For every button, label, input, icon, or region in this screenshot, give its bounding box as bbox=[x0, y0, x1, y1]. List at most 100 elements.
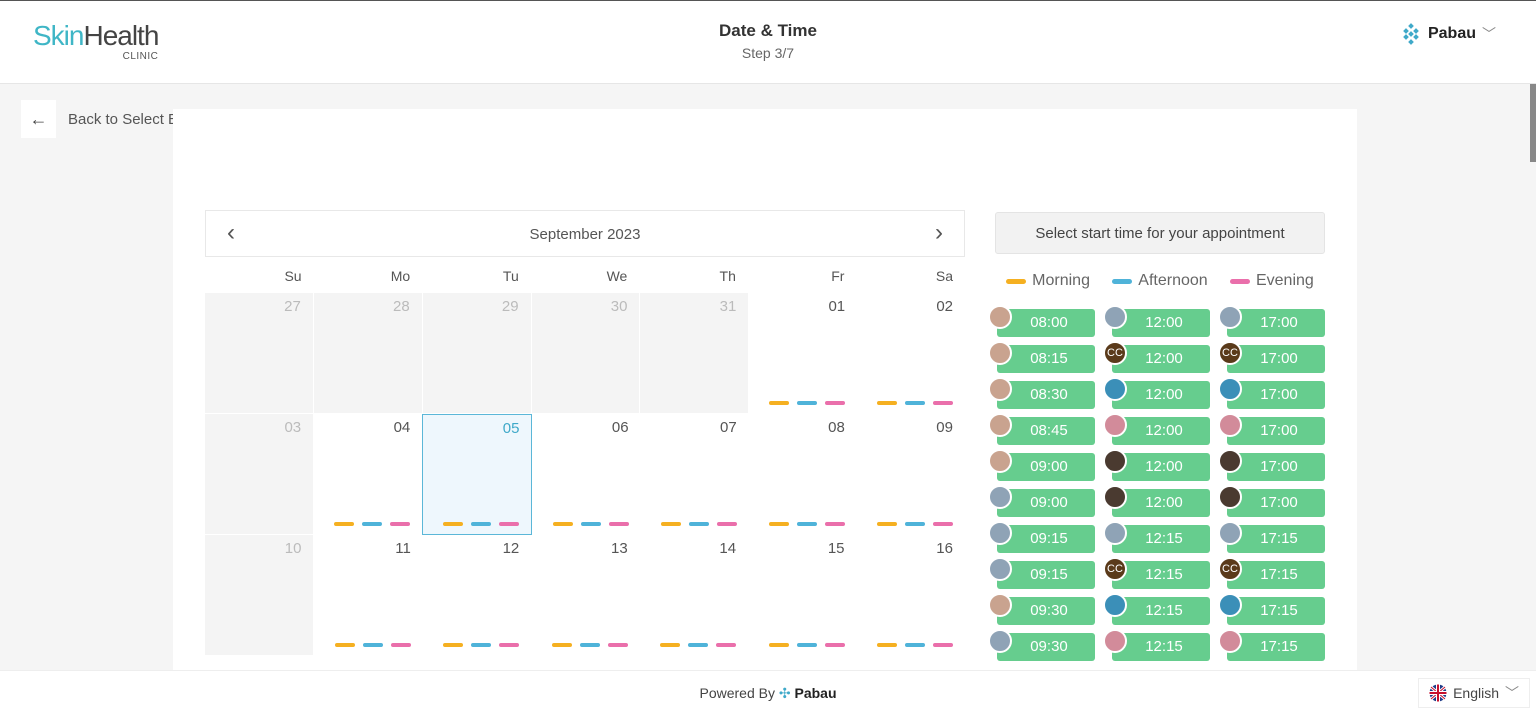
time-slot[interactable]: 17:15 bbox=[1218, 593, 1325, 629]
time-slot[interactable]: 12:00 bbox=[1103, 485, 1210, 521]
time-slot-button[interactable]: 09:30 bbox=[997, 633, 1095, 661]
time-slot-button[interactable]: 09:15 bbox=[997, 525, 1095, 553]
day-number: 05 bbox=[502, 420, 520, 437]
time-slot-button[interactable]: 12:00 bbox=[1112, 381, 1210, 409]
time-slot-button[interactable]: 17:15 bbox=[1227, 525, 1325, 553]
evening-bar bbox=[932, 643, 953, 647]
page-title: Date & Time bbox=[719, 21, 817, 40]
calendar-day[interactable]: 16 bbox=[856, 535, 965, 656]
time-slot[interactable]: 09:00 bbox=[988, 449, 1095, 485]
back-button[interactable]: ← bbox=[21, 100, 56, 138]
time-slot[interactable]: 08:45 bbox=[988, 413, 1095, 449]
time-slot-button[interactable]: 12:00 bbox=[1112, 489, 1210, 517]
time-slot-button[interactable]: 08:30 bbox=[997, 381, 1095, 409]
time-slot[interactable]: 17:00 bbox=[1218, 485, 1325, 521]
time-slot[interactable]: 12:15 bbox=[1103, 593, 1210, 629]
time-slot[interactable]: 17:15 bbox=[1218, 629, 1325, 665]
calendar-day[interactable]: 07 bbox=[640, 414, 749, 535]
pabau-logo-icon: ✣ bbox=[778, 685, 791, 701]
availability-indicator bbox=[769, 401, 846, 405]
time-slot[interactable]: 12:00 bbox=[1103, 449, 1210, 485]
time-slot[interactable]: 12:00 bbox=[1103, 305, 1210, 341]
calendar-day[interactable]: 15 bbox=[748, 535, 857, 656]
time-slot-button[interactable]: 17:00 bbox=[1227, 489, 1325, 517]
morning-bar bbox=[660, 522, 681, 526]
time-slot-button[interactable]: 17:00 bbox=[1227, 345, 1325, 373]
time-slot[interactable]: 17:00 CC bbox=[1218, 341, 1325, 377]
time-slot-button[interactable]: 12:15 bbox=[1112, 561, 1210, 589]
time-slot-button[interactable]: 17:00 bbox=[1227, 309, 1325, 337]
calendar-day[interactable]: 06 bbox=[532, 414, 641, 535]
time-slot-button[interactable]: 17:15 bbox=[1227, 633, 1325, 661]
scrollbar[interactable] bbox=[1530, 84, 1536, 162]
calendar-day[interactable]: 13 bbox=[531, 535, 640, 656]
morning-bar bbox=[334, 643, 355, 647]
time-slot-button[interactable]: 12:00 bbox=[1112, 453, 1210, 481]
time-slot[interactable]: 09:15 bbox=[988, 557, 1095, 593]
time-slot-button[interactable]: 12:15 bbox=[1112, 633, 1210, 661]
time-slot[interactable]: 09:30 bbox=[988, 629, 1095, 665]
language-selector[interactable]: English ﹀ bbox=[1418, 678, 1530, 708]
chevron-left-icon[interactable]: ‹ bbox=[227, 219, 235, 246]
time-slot[interactable]: 12:00 bbox=[1103, 377, 1210, 413]
morning-bar bbox=[443, 522, 464, 526]
avatar bbox=[1103, 449, 1127, 473]
time-slot[interactable]: 09:00 bbox=[988, 485, 1095, 521]
calendar-day[interactable]: 11 bbox=[314, 535, 423, 656]
time-slot[interactable]: 17:15 CC bbox=[1218, 557, 1325, 593]
time-slot-button[interactable]: 17:15 bbox=[1227, 597, 1325, 625]
calendar-day[interactable]: 01 bbox=[749, 293, 858, 414]
weekday-label: We bbox=[606, 268, 628, 284]
time-slot-button[interactable]: 12:00 bbox=[1112, 417, 1210, 445]
calendar-day[interactable]: 02 bbox=[857, 293, 966, 414]
calendar-day[interactable]: 05 bbox=[422, 414, 533, 535]
chevron-right-icon[interactable]: › bbox=[935, 219, 943, 246]
calendar-day[interactable]: 12 bbox=[422, 535, 532, 656]
availability-indicator bbox=[443, 643, 520, 647]
time-slot-button[interactable]: 17:00 bbox=[1227, 453, 1325, 481]
availability-indicator bbox=[660, 643, 737, 647]
time-slot-button[interactable]: 08:45 bbox=[997, 417, 1095, 445]
time-slot[interactable]: 12:15 CC bbox=[1103, 557, 1210, 593]
time-slot-button[interactable]: 17:00 bbox=[1227, 381, 1325, 409]
time-slot-button[interactable]: 09:00 bbox=[997, 453, 1095, 481]
time-slot[interactable]: 17:00 bbox=[1218, 413, 1325, 449]
time-slot[interactable]: 12:00 bbox=[1103, 413, 1210, 449]
time-slot[interactable]: 08:30 bbox=[988, 377, 1095, 413]
time-slot-button[interactable]: 17:00 bbox=[1227, 417, 1325, 445]
clinic-logo[interactable]: SkinHealth CLINIC bbox=[33, 20, 159, 63]
time-slot[interactable]: 09:15 bbox=[988, 521, 1095, 557]
afternoon-bar bbox=[904, 643, 925, 647]
time-slot-button[interactable]: 08:00 bbox=[997, 309, 1095, 337]
time-slot-button[interactable]: 09:15 bbox=[997, 561, 1095, 589]
time-slot-button[interactable]: 12:15 bbox=[1112, 525, 1210, 553]
avatar: CC bbox=[1218, 341, 1242, 365]
morning-bar bbox=[768, 522, 789, 526]
evening-bar bbox=[932, 522, 953, 526]
time-slot-button[interactable]: 09:00 bbox=[997, 489, 1095, 517]
calendar-day[interactable]: 04 bbox=[314, 414, 423, 535]
time-slot[interactable]: 08:15 bbox=[988, 341, 1095, 377]
time-slot[interactable]: 09:30 bbox=[988, 593, 1095, 629]
time-slot[interactable]: 08:00 bbox=[988, 305, 1095, 341]
day-number: 15 bbox=[827, 540, 845, 557]
brand-menu[interactable]: Pabau ﹀ bbox=[1400, 23, 1496, 45]
time-slot-button[interactable]: 12:00 bbox=[1112, 345, 1210, 373]
time-slot[interactable]: 17:00 bbox=[1218, 449, 1325, 485]
time-slot[interactable]: 12:15 bbox=[1103, 521, 1210, 557]
time-slot-button[interactable]: 08:15 bbox=[997, 345, 1095, 373]
time-slot[interactable]: 17:15 bbox=[1218, 521, 1325, 557]
time-slot[interactable]: 17:00 bbox=[1218, 305, 1325, 341]
weekday-row: Su Mo Tu We Th Fr Sa bbox=[205, 257, 965, 293]
time-slot-button[interactable]: 12:00 bbox=[1112, 309, 1210, 337]
calendar-day[interactable]: 08 bbox=[748, 414, 857, 535]
time-slot[interactable]: 12:00 CC bbox=[1103, 341, 1210, 377]
calendar-day[interactable]: 14 bbox=[639, 535, 749, 656]
time-slot[interactable]: 17:00 bbox=[1218, 377, 1325, 413]
time-slot[interactable]: 12:15 bbox=[1103, 629, 1210, 665]
time-slot-button[interactable]: 17:15 bbox=[1227, 561, 1325, 589]
day-number: 02 bbox=[936, 298, 954, 315]
calendar-day[interactable]: 09 bbox=[856, 414, 965, 535]
time-slot-button[interactable]: 12:15 bbox=[1112, 597, 1210, 625]
time-slot-button[interactable]: 09:30 bbox=[997, 597, 1095, 625]
